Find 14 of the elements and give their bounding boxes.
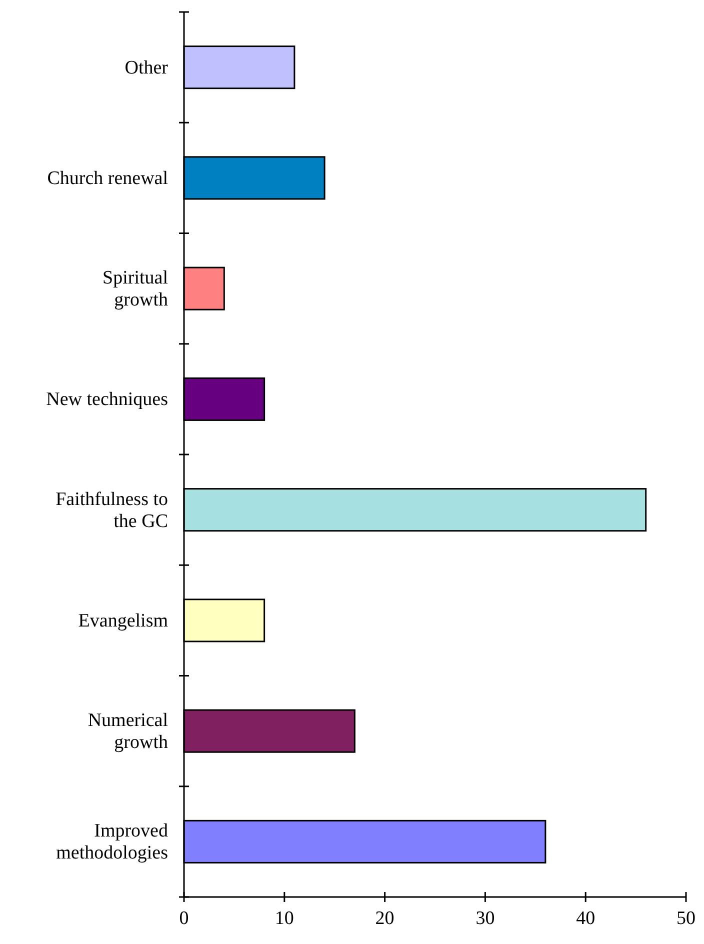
- y-tick-label: Other: [124, 56, 169, 78]
- x-tick-label: 0: [179, 908, 189, 929]
- y-tick-label: Improved methodologies: [56, 820, 168, 864]
- y-tick-label: Church renewal: [47, 167, 168, 188]
- x-tick-label: 40: [576, 908, 596, 929]
- x-tick-label: 50: [676, 908, 696, 929]
- y-tick-label: Numerical growth: [88, 710, 168, 753]
- x-tick-label: 20: [375, 908, 394, 929]
- y-tick-label: Faithfulness to the GC: [56, 488, 168, 532]
- x-tick-label: 30: [476, 908, 495, 929]
- x-tick-label: 10: [274, 908, 294, 929]
- y-tick-label: New techniques: [46, 388, 168, 410]
- y-tick-label: Evangelism: [78, 610, 168, 631]
- y-tick-label: Spiritual growth: [102, 267, 168, 310]
